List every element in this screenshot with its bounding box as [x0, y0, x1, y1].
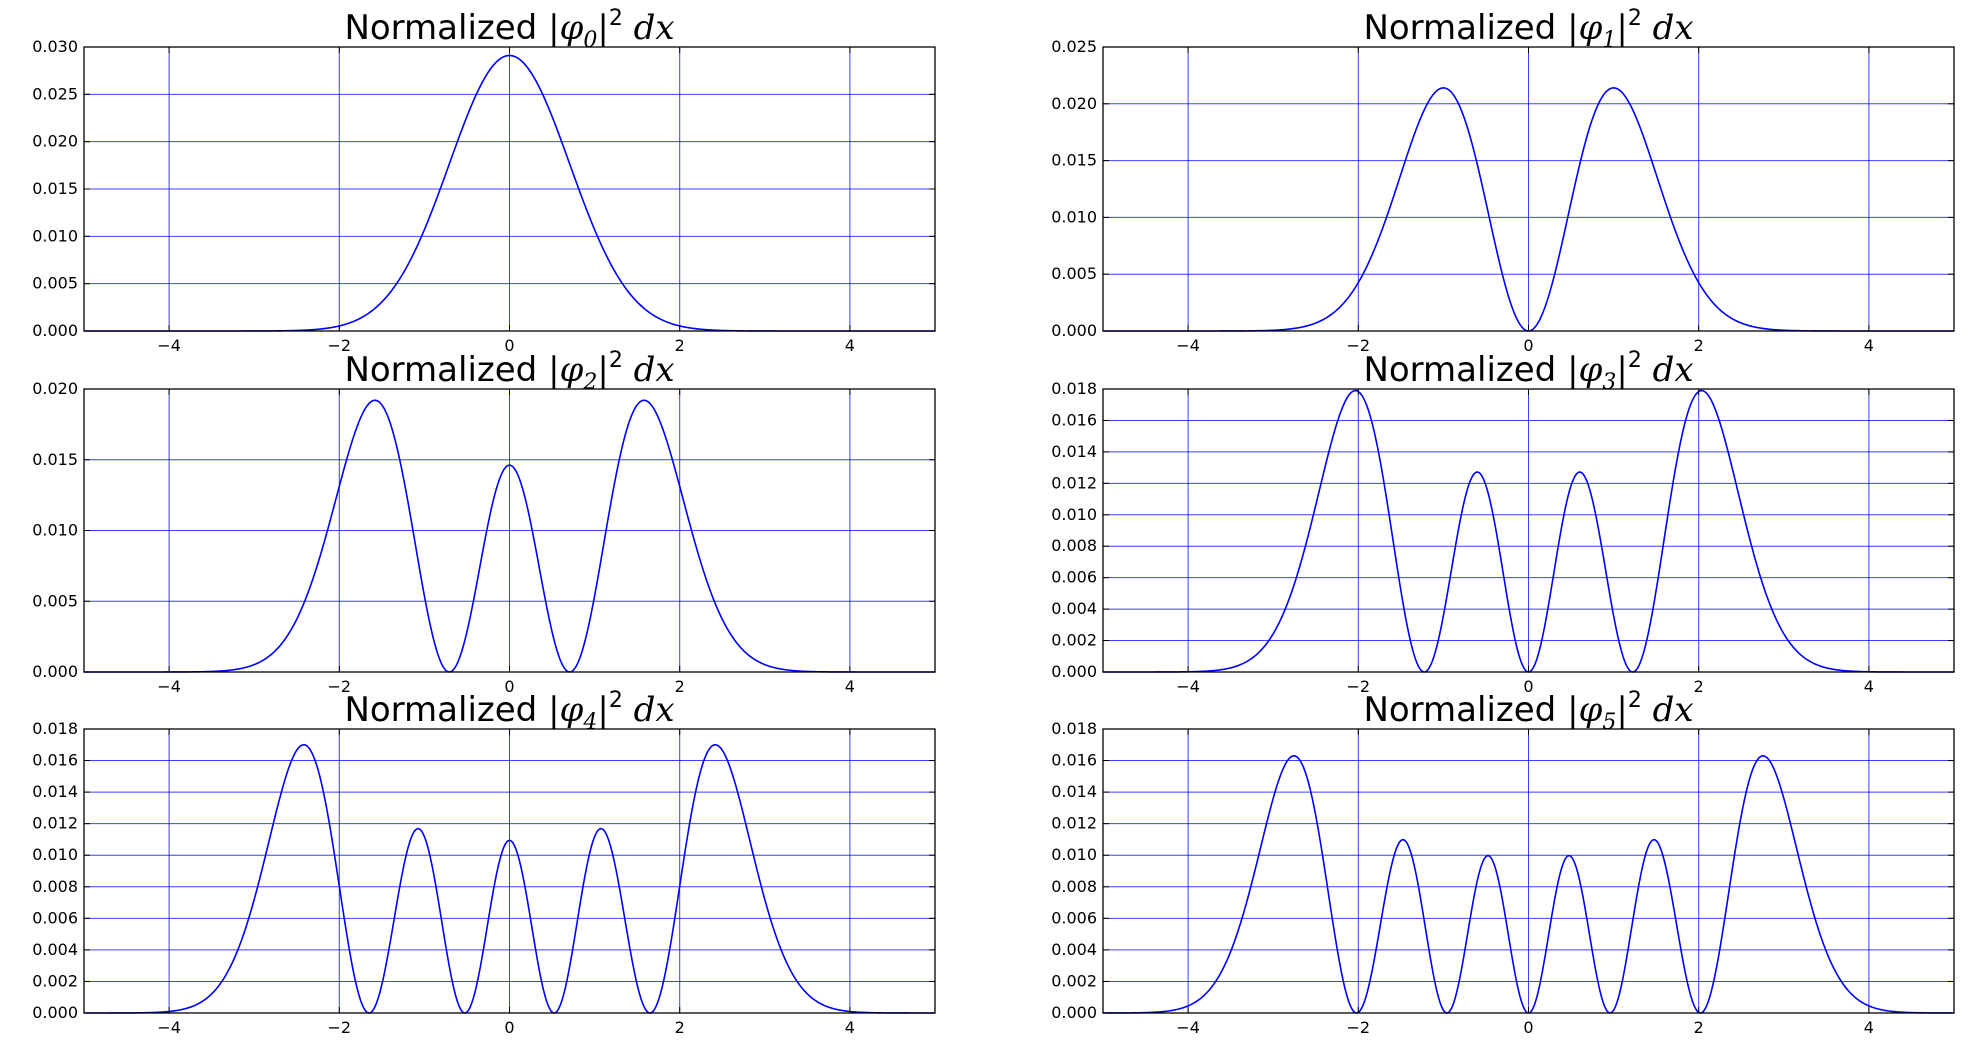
x-tick-label: −2: [1347, 1018, 1371, 1037]
y-tick-label: 0.004: [1051, 599, 1097, 618]
panel-title: Normalized |φ2|2 dx: [344, 348, 674, 395]
y-tick-label: 0.014: [32, 782, 78, 801]
x-tick-label: 4: [1864, 1018, 1874, 1037]
y-tick-label: 0.010: [32, 845, 78, 864]
x-tick-label: −4: [1176, 336, 1200, 355]
y-tick-label: 0.008: [1051, 536, 1097, 555]
panel-phi-4: −4 −2 0 2 4 0.000 0.002 0.004 0.006 0.008 0.010 0.0…: [32, 688, 936, 1037]
x-tick-label: 2: [1694, 336, 1704, 355]
x-tick-label: 2: [675, 677, 685, 696]
y-tick-label: 0.016: [1051, 410, 1097, 429]
y-tick-label: 0.008: [1051, 877, 1097, 896]
y-tick-label: 0.016: [32, 751, 78, 770]
y-tick-label: 0.002: [1051, 631, 1097, 650]
panel-title: Normalized |φ4|2 dx: [344, 688, 674, 735]
y-tick-label: 0.020: [32, 132, 78, 151]
y-tick-label: 0.006: [1051, 908, 1097, 927]
y-tick-label: 0.025: [1051, 37, 1097, 56]
x-tick-label: 4: [845, 677, 855, 696]
y-tick-label: 0.018: [32, 719, 78, 738]
y-tick-label: 0.010: [32, 226, 78, 245]
y-tick-label: 0.002: [32, 971, 78, 990]
y-tick-label: 0.002: [1051, 971, 1097, 990]
x-tick-label: 2: [1694, 1018, 1704, 1037]
y-tick-label: 0.015: [32, 450, 78, 469]
y-tick-label: 0.000: [1051, 662, 1097, 681]
panel-phi-0: −4 −2 0 2 4 0.000 0.005 0.010 0.015 0.020 0.025 0.0…: [32, 6, 936, 355]
y-tick-label: 0.015: [1051, 151, 1097, 170]
y-tick-label: 0.004: [32, 940, 78, 959]
x-tick-label: 4: [1864, 336, 1874, 355]
density-curve-phi-4: [84, 743, 935, 1014]
panel-phi-2: −4 −2 0 2 4 0.000 0.005 0.010 0.015 0.020 Normaliz…: [32, 348, 936, 696]
panel-title: Normalized |φ1|2 dx: [1363, 6, 1693, 53]
x-tick-label: 2: [675, 336, 685, 355]
x-tick-label: −2: [1347, 677, 1371, 696]
x-tick-label: 2: [1694, 677, 1704, 696]
x-tick-label: −2: [328, 336, 352, 355]
y-tick-label: 0.018: [1051, 719, 1097, 738]
y-tick-label: 0.010: [1051, 207, 1097, 226]
y-tick-label: 0.014: [1051, 442, 1097, 461]
y-tick-label: 0.010: [1051, 505, 1097, 524]
x-tick-label: −2: [328, 677, 352, 696]
panel-title: Normalized |φ0|2 dx: [344, 6, 674, 53]
x-tick-label: −4: [1176, 1018, 1200, 1037]
y-tick-label: 0.005: [32, 274, 78, 293]
x-tick-label: −4: [157, 1018, 181, 1037]
y-tick-label: 0.020: [1051, 94, 1097, 113]
x-tick-label: −4: [157, 336, 181, 355]
y-tick-label: 0.000: [32, 321, 78, 340]
x-tick-label: 4: [1864, 677, 1874, 696]
x-tick-label: −2: [1347, 336, 1371, 355]
y-tick-label: 0.005: [32, 591, 78, 610]
x-tick-label: −2: [328, 1018, 352, 1037]
y-tick-label: 0.025: [32, 84, 78, 103]
y-tick-label: 0.012: [1051, 473, 1097, 492]
y-tick-label: 0.015: [32, 179, 78, 198]
panel-title: Normalized |φ3|2 dx: [1363, 348, 1693, 395]
x-tick-label: −4: [1176, 677, 1200, 696]
x-tick-label: 4: [845, 1018, 855, 1037]
panel-phi-3: −4 −2 0 2 4 0.000 0.002 0.004 0.006 0.008 0.010 0.0…: [1051, 348, 1955, 696]
x-tick-label: 0: [1523, 677, 1533, 696]
x-tick-label: 4: [845, 336, 855, 355]
y-tick-label: 0.005: [1051, 264, 1097, 283]
x-tick-label: −4: [157, 677, 181, 696]
x-tick-label: 0: [504, 336, 514, 355]
y-tick-label: 0.006: [32, 908, 78, 927]
density-curve-phi-2: [84, 399, 935, 673]
y-tick-label: 0.000: [32, 1003, 78, 1022]
y-tick-label: 0.006: [1051, 568, 1097, 587]
y-tick-label: 0.000: [32, 662, 78, 681]
y-tick-label: 0.012: [32, 814, 78, 833]
x-tick-label: 0: [504, 1018, 514, 1037]
y-tick-label: 0.010: [1051, 845, 1097, 864]
y-tick-label: 0.020: [32, 379, 78, 398]
x-tick-label: 0: [1523, 1018, 1533, 1037]
panel-phi-5: −4 −2 0 2 4 0.000 0.002 0.004 0.006 0.008 0.010 0.0…: [1051, 688, 1955, 1037]
x-tick-label: 0: [1523, 336, 1533, 355]
panel-phi-1: −4 −2 0 2 4 0.000 0.005 0.010 0.015 0.020 0.025 Nor…: [1051, 6, 1955, 355]
panel-title: Normalized |φ5|2 dx: [1363, 688, 1693, 735]
y-tick-label: 0.030: [32, 37, 78, 56]
y-tick-label: 0.010: [32, 521, 78, 540]
y-tick-label: 0.004: [1051, 940, 1097, 959]
y-tick-label: 0.012: [1051, 814, 1097, 833]
y-tick-label: 0.000: [1051, 321, 1097, 340]
y-tick-label: 0.014: [1051, 782, 1097, 801]
y-tick-label: 0.016: [1051, 751, 1097, 770]
y-tick-label: 0.008: [32, 877, 78, 896]
x-tick-label: 0: [504, 677, 514, 696]
x-tick-label: 2: [675, 1018, 685, 1037]
y-tick-label: 0.018: [1051, 379, 1097, 398]
y-tick-label: 0.000: [1051, 1003, 1097, 1022]
